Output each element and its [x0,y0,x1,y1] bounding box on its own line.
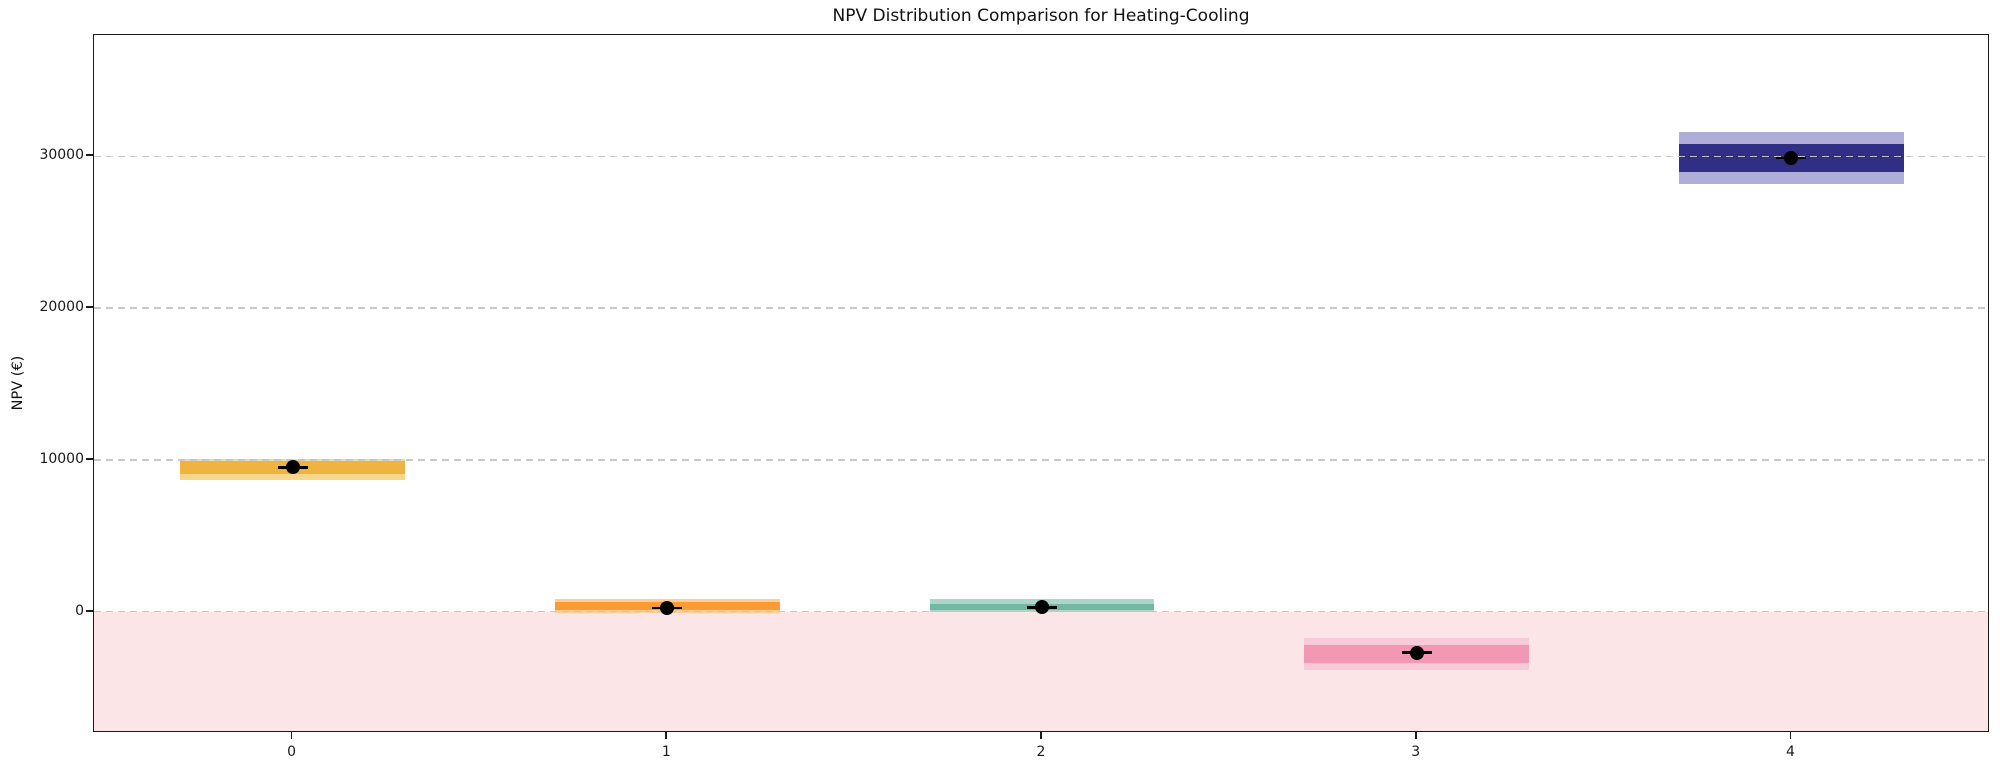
y-gridline [94,155,1988,158]
y-axis-label: NPV (€) [10,355,26,411]
x-tick-label: 3 [1411,744,1421,760]
mean-marker-dot [660,600,675,615]
y-gridline [94,459,1988,461]
y-tick-label: 20000 [39,299,84,316]
y-tick-mark [86,457,93,460]
plot-area [93,34,1989,732]
mean-marker-dot [1409,645,1424,660]
x-tick-mark [1789,732,1792,739]
y-tick-label: 30000 [39,147,84,164]
y-gridline [94,307,1988,309]
y-tick-mark [86,306,93,309]
x-tick-label: 1 [661,744,671,760]
chart-title: NPV Distribution Comparison for Heating-… [832,6,1250,26]
mean-marker-dot [285,460,300,475]
mean-marker-dot [1035,600,1049,615]
x-tick-mark [290,732,293,739]
x-tick-mark [1414,732,1417,739]
negative-npv-region [94,611,1988,731]
y-tick-label: 10000 [39,450,84,467]
y-tick-mark [86,609,93,612]
x-tick-mark [665,732,668,739]
x-tick-label: 2 [1036,744,1046,760]
x-tick-mark [1040,732,1042,739]
x-tick-label: 4 [1785,744,1795,760]
y-tick-mark [86,154,93,157]
mean-marker-dot [1784,150,1799,165]
x-tick-label: 0 [287,744,297,760]
y-tick-label: 0 [75,602,84,619]
